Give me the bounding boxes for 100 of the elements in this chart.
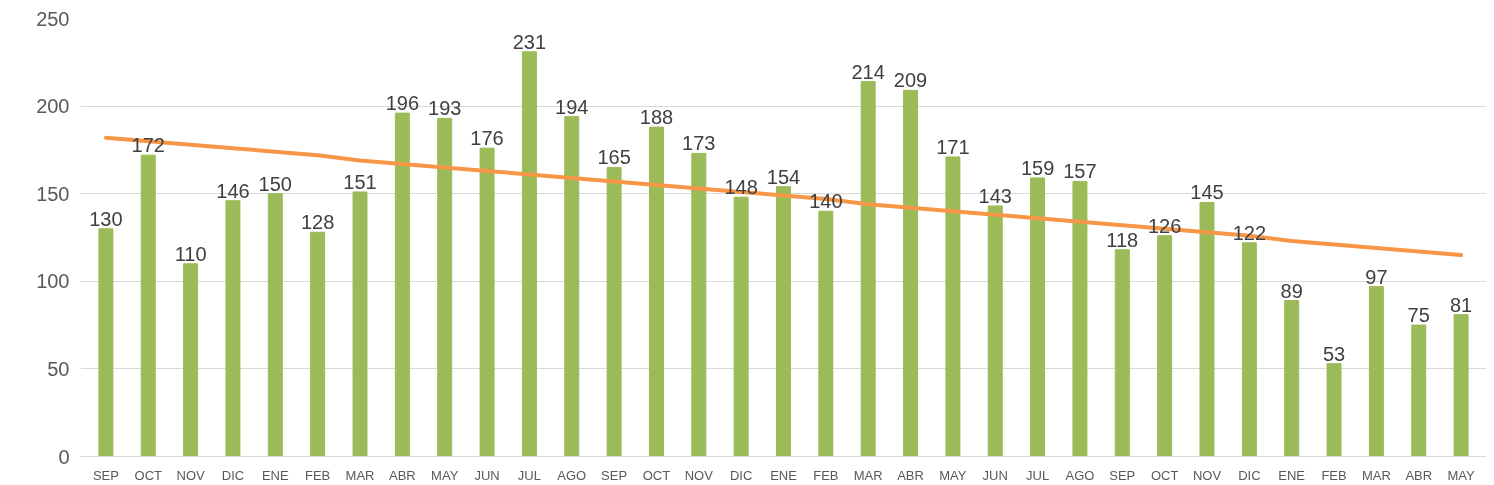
bar [818,210,834,457]
x-tick-label: MAR [1361,467,1391,483]
x-tick-label: MAY [939,467,967,483]
x-tick-label: MAY [1447,467,1476,483]
bar [1199,201,1215,457]
data-label: 110 [174,242,207,265]
x-tick-label: NOV [1192,467,1222,483]
x-tick-label: FEB [813,467,839,483]
data-label: 154 [766,165,801,188]
x-tick-label: SEP [1109,467,1136,483]
data-label: 150 [258,172,292,195]
x-tick-label: DIC [729,467,753,483]
bar [352,191,368,457]
x-tick-label: DIC [221,467,245,483]
bar [1453,314,1469,457]
bar [1241,242,1257,457]
x-tick-label: ABR [1405,467,1433,483]
bar [479,147,495,457]
data-label: 128 [300,211,335,234]
bar [437,117,453,457]
bar [225,200,241,457]
x-tick-label: JUL [517,467,541,483]
data-label: 81 [1449,293,1473,316]
x-tick-label: ENE [770,467,798,483]
bar [648,126,664,457]
x-tick-label: JUN [474,467,500,483]
y-tick-label: 100 [36,270,70,293]
data-label: 159 [1020,156,1055,179]
data-label: 75 [1407,304,1430,327]
data-label: 193 [428,97,462,120]
data-label: 209 [893,69,928,92]
bar [1157,235,1173,457]
data-label: 130 [89,207,123,230]
x-tick-label: OCT [1150,467,1179,483]
x-tick-label: JUN [982,467,1008,483]
data-label: 151 [343,170,377,193]
y-tick-label: 50 [47,357,70,380]
x-tick-label: AGO [1065,467,1095,483]
bar [394,112,410,457]
x-tick-label: MAY [431,467,459,483]
data-label: 176 [470,127,504,150]
data-label: 89 [1280,279,1303,302]
bar [733,196,749,457]
bar [1368,286,1384,457]
x-tick-label: SEP [601,467,628,483]
bar [987,205,1003,457]
y-tick-label: 250 [36,7,70,30]
data-label: 157 [1063,160,1097,183]
data-label: 194 [555,95,589,118]
data-label: 231 [512,30,547,53]
x-tick-label: NOV [684,467,714,483]
x-tick-label: SEP [92,467,119,483]
bar [776,186,791,457]
x-tick-label: ABR [897,467,924,483]
data-label: 146 [216,179,250,202]
data-label: 97 [1365,265,1388,288]
x-tick-label: NOV [176,467,206,483]
bar [1072,180,1088,457]
x-tick-label: ENE [1278,467,1306,483]
x-tick-label: FEB [305,467,331,483]
data-label: 165 [597,146,631,169]
x-tick-label: ABR [388,467,416,483]
bar [183,263,199,457]
x-tick-label: DIC [1238,467,1261,483]
data-label: 214 [851,60,885,83]
x-tick-label: FEB [1321,467,1347,483]
bar [945,156,961,457]
data-label: 173 [682,132,716,155]
x-tick-label: JUL [1026,467,1050,483]
x-tick-label: ENE [261,467,289,483]
bar [98,228,114,457]
y-tick-label: 150 [36,182,70,205]
bar [1030,177,1046,457]
y-tick-label: 200 [36,95,70,118]
x-tick-label: MAR [853,467,883,483]
bar [564,116,580,457]
bar [903,89,919,457]
x-tick-label: AGO [557,467,587,483]
bar [310,231,326,457]
data-label: 145 [1190,181,1224,204]
bar [521,51,537,457]
y-tick-label: 0 [58,445,70,468]
bar [267,193,283,457]
bar [1114,249,1130,457]
data-label: 188 [639,106,674,129]
data-label: 171 [936,135,970,158]
bar [691,152,707,457]
x-tick-label: OCT [134,467,163,483]
bar [1284,300,1300,457]
data-label: 143 [978,184,1012,207]
x-tick-label: MAR [345,467,375,483]
data-label: 53 [1322,342,1346,365]
bar [860,81,876,457]
bar [1411,324,1427,457]
bar [606,166,622,457]
data-label: 196 [385,92,420,115]
x-tick-label: OCT [642,467,671,483]
bar [1326,363,1342,457]
bar [140,154,156,457]
data-label: 118 [1106,228,1139,251]
